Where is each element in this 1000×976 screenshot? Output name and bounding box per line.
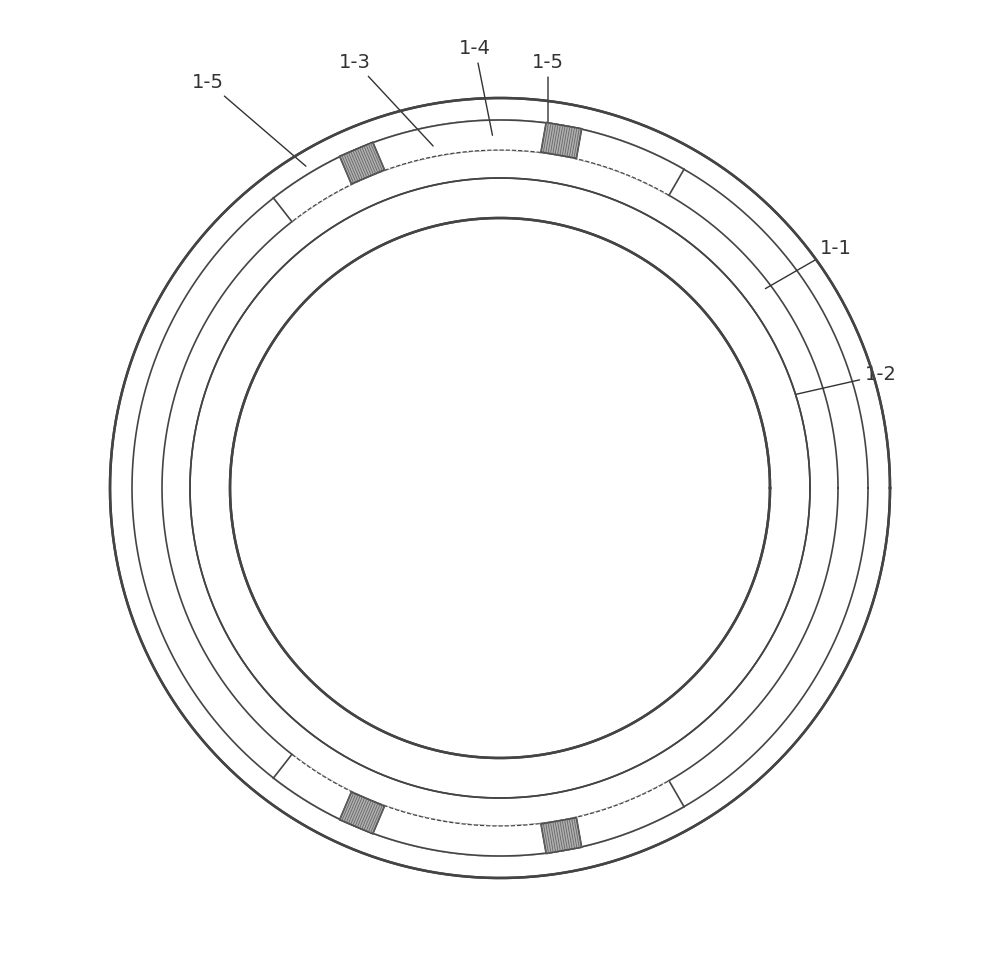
Text: 1-4: 1-4 <box>459 38 492 136</box>
Text: 1-2: 1-2 <box>796 365 897 394</box>
Polygon shape <box>273 754 684 856</box>
Polygon shape <box>541 818 582 854</box>
Text: 1-5: 1-5 <box>532 53 564 152</box>
Text: 1-3: 1-3 <box>339 53 433 146</box>
Text: 1-5: 1-5 <box>192 72 306 166</box>
Text: 1-1: 1-1 <box>765 238 852 289</box>
Polygon shape <box>273 120 684 222</box>
Polygon shape <box>340 142 385 183</box>
Polygon shape <box>340 793 385 834</box>
Polygon shape <box>541 122 582 158</box>
